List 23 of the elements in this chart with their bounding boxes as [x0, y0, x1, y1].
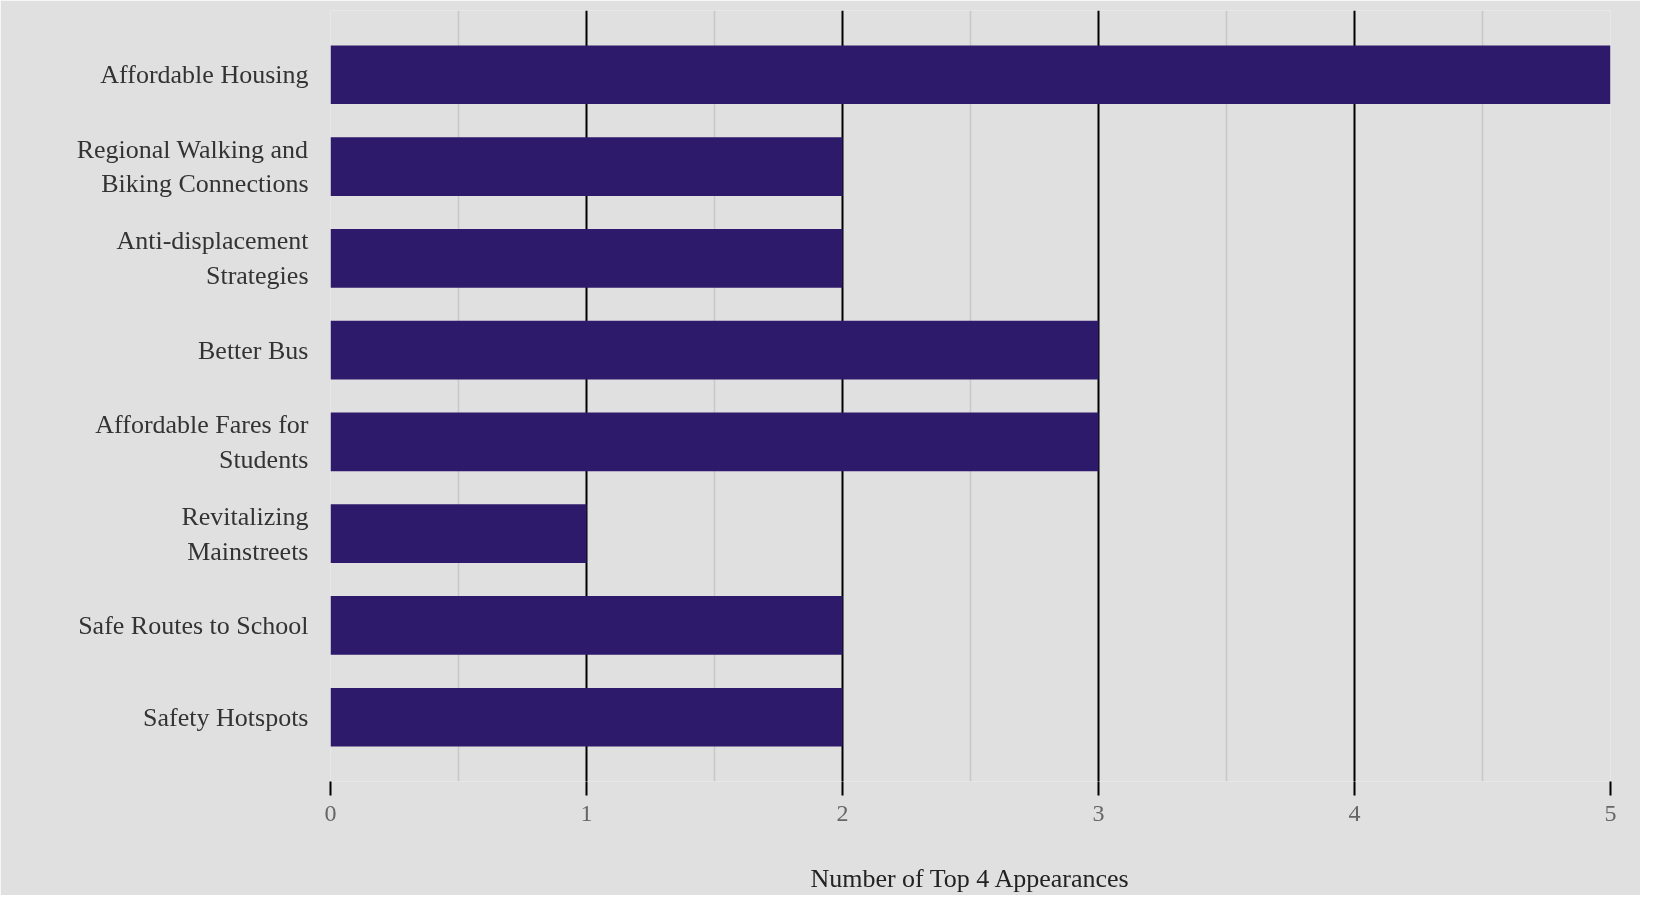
- bar: [330, 228, 843, 288]
- x-tick-label: 3: [1092, 799, 1105, 826]
- x-tick-label: 4: [1348, 799, 1361, 826]
- y-tick-label: Affordable Fares for Students: [95, 409, 309, 474]
- bar: [330, 412, 1099, 472]
- bar: [330, 137, 843, 196]
- x-tick-label: 0: [324, 799, 337, 826]
- y-tick-label: Revitalizing Mainstreets: [181, 501, 309, 566]
- y-tick-label: Safe Routes to School: [78, 610, 309, 640]
- x-axis-title: Number of Top 4 Appearances: [810, 863, 1129, 893]
- x-tick-label: 5: [1604, 799, 1617, 826]
- bar: [330, 504, 587, 564]
- bar: [330, 687, 843, 747]
- x-tick-label: 1: [580, 799, 593, 826]
- y-tick-label: Safety Hotspots: [143, 702, 309, 732]
- y-tick-label: Better Bus: [198, 335, 309, 365]
- bar: [330, 45, 1611, 105]
- y-tick-label: Regional Walking and Biking Connections: [76, 134, 309, 199]
- x-tick-label: 2: [836, 799, 849, 826]
- bar: [330, 596, 843, 655]
- y-tick-label: Anti-displacement Strategies: [116, 226, 310, 291]
- y-tick-label: Affordable Housing: [100, 60, 309, 90]
- bar: [330, 320, 1099, 380]
